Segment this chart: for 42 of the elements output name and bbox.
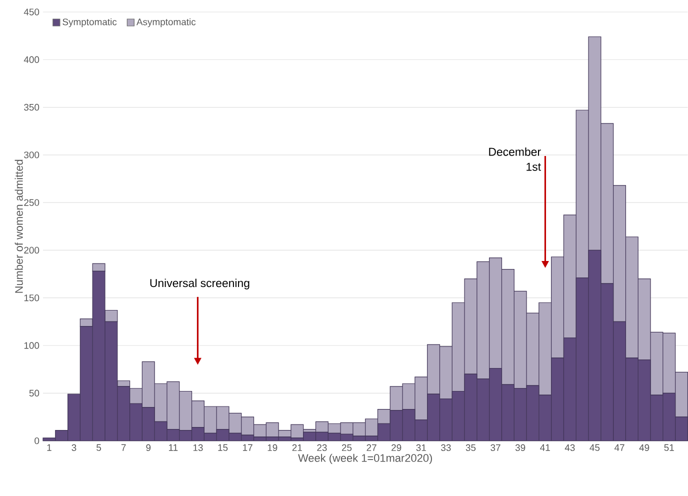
x-tick-label: 23 bbox=[317, 444, 327, 452]
x-tick-label: 45 bbox=[590, 444, 600, 452]
x-tick-label: 25 bbox=[342, 444, 352, 452]
y-tick-label: 350 bbox=[24, 104, 40, 111]
y-tick-label: 400 bbox=[24, 56, 40, 64]
x-tick-label: 13 bbox=[193, 444, 203, 452]
x-tick-label: 35 bbox=[466, 444, 476, 452]
y-tick-label: 150 bbox=[24, 294, 40, 302]
y-axis-title: Number of women admitted bbox=[14, 160, 23, 293]
x-tick-label: 11 bbox=[168, 444, 178, 451]
x-tick-label: 33 bbox=[441, 444, 451, 452]
x-tick-label: 7 bbox=[121, 444, 126, 451]
legend-label: Asymptomatic bbox=[136, 18, 196, 28]
x-tick-label: 9 bbox=[146, 444, 151, 452]
x-tick-label: 3 bbox=[72, 444, 76, 452]
x-tick-label: 15 bbox=[218, 444, 228, 452]
x-tick-label: 29 bbox=[392, 444, 402, 452]
x-tick-label: 37 bbox=[490, 444, 500, 452]
annotation: December 1st bbox=[489, 148, 541, 171]
x-tick-label: 5 bbox=[96, 444, 102, 452]
y-tick-label: 300 bbox=[24, 152, 40, 158]
x-tick-label: 41 bbox=[540, 444, 550, 451]
x-tick-label: 51 bbox=[664, 444, 674, 452]
y-tick-label: 50 bbox=[29, 390, 40, 397]
x-tick-label: 27 bbox=[366, 444, 376, 452]
x-tick-label: 21 bbox=[292, 444, 302, 452]
x-tick-label: 19 bbox=[268, 444, 278, 452]
x-tick-label: 31 bbox=[416, 444, 426, 452]
y-tick-label: 0 bbox=[34, 438, 40, 444]
y-tick-label: 250 bbox=[24, 199, 40, 206]
x-tick-label: 47 bbox=[614, 444, 624, 451]
x-tick-label: 17 bbox=[243, 444, 252, 451]
x-tick-label: 39 bbox=[515, 444, 526, 452]
y-tick-label: 200 bbox=[24, 246, 40, 254]
legend-label: Symptomatic bbox=[62, 18, 117, 28]
annotation: Universal screening bbox=[150, 278, 250, 290]
y-tick-label: 450 bbox=[24, 8, 40, 16]
x-tick-label: 1 bbox=[47, 444, 52, 451]
x-tick-label: 43 bbox=[564, 444, 575, 452]
x-tick-label: 49 bbox=[639, 444, 650, 452]
y-tick-label: 100 bbox=[24, 342, 40, 349]
x-axis-title: Week (week 1=01mar2020) bbox=[298, 454, 432, 464]
